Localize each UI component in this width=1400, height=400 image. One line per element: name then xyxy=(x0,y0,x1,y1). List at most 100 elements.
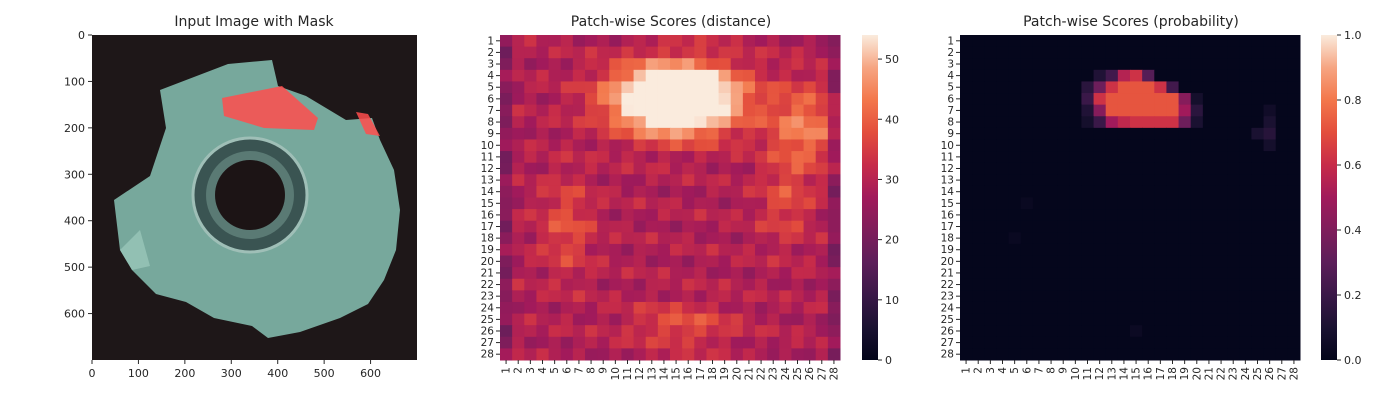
heatmap-cell xyxy=(1287,69,1301,82)
heatmap-cell xyxy=(633,348,647,361)
heatmap-cell xyxy=(560,127,574,140)
heatmap-cell xyxy=(1239,174,1252,187)
x-tick-label: 26 xyxy=(804,367,816,381)
heatmap-cell xyxy=(1190,290,1204,303)
colorbar-tick-label: 0.4 xyxy=(1344,224,1362,237)
heatmap-cell xyxy=(633,58,647,71)
heatmap-cell xyxy=(815,46,829,59)
heatmap-cell xyxy=(972,301,985,315)
heatmap-cell xyxy=(996,174,1010,187)
heatmap-cell xyxy=(827,336,841,349)
heatmap-cell xyxy=(694,255,707,268)
heatmap-cell xyxy=(767,243,780,257)
heatmap-cell xyxy=(1093,162,1107,175)
heatmap-cell xyxy=(791,93,805,106)
heatmap-cell xyxy=(960,290,973,303)
heatmap-cell xyxy=(694,243,707,257)
heatmap-cell xyxy=(972,162,985,175)
heatmap-cell xyxy=(1142,127,1155,140)
heatmap-cell xyxy=(1093,290,1107,303)
heatmap-cell xyxy=(560,162,574,175)
heatmap-cell xyxy=(1239,93,1252,106)
heatmap-cell xyxy=(767,81,780,94)
heatmap-cell xyxy=(767,127,780,140)
heatmap-cell xyxy=(1166,209,1180,222)
heatmap-cell xyxy=(718,336,732,349)
heatmap-cell xyxy=(803,104,817,117)
heatmap-cell xyxy=(1069,151,1082,164)
heatmap-cell xyxy=(1263,267,1277,280)
heatmap-cell xyxy=(1190,104,1204,117)
heatmap-cell xyxy=(694,348,707,361)
heatmap-cell xyxy=(536,290,550,303)
heatmap-cell xyxy=(1202,290,1216,303)
heatmap-cell xyxy=(827,127,841,140)
heatmap-cell xyxy=(730,81,744,94)
heatmap-cell xyxy=(984,255,997,268)
heatmap-cell xyxy=(1251,197,1265,210)
heatmap-cell xyxy=(585,127,598,140)
heatmap-cell xyxy=(996,93,1010,106)
heatmap-cell xyxy=(1202,220,1216,233)
heatmap-cell xyxy=(803,209,817,222)
heatmap-cell xyxy=(645,69,659,82)
heatmap-cell xyxy=(706,46,720,59)
heatmap-cell xyxy=(682,220,695,233)
heatmap-cell xyxy=(803,348,817,361)
distance-colorbar xyxy=(862,35,878,360)
heatmap-cell xyxy=(1202,58,1216,71)
heatmap-cell xyxy=(1287,267,1301,280)
heatmap-cell xyxy=(996,81,1010,94)
x-tick-label: 20 xyxy=(731,367,743,380)
heatmap-cell xyxy=(960,325,973,338)
heatmap-cell xyxy=(500,336,513,349)
heatmap-cell xyxy=(1057,325,1070,338)
heatmap-cell xyxy=(803,151,817,164)
heatmap-cell xyxy=(815,93,829,106)
heatmap-cell xyxy=(682,348,695,361)
heatmap-cell xyxy=(1142,243,1155,257)
heatmap-cell xyxy=(1227,35,1240,48)
heatmap-cell xyxy=(1287,162,1301,175)
heatmap-cell xyxy=(1142,220,1155,233)
heatmap-cell xyxy=(815,232,829,245)
y-tick-label: 16 xyxy=(941,209,955,221)
heatmap-cell xyxy=(803,35,817,48)
heatmap-cell xyxy=(1117,348,1131,361)
heatmap-cell xyxy=(1081,104,1095,117)
heatmap-cell xyxy=(524,93,537,106)
y-tick-label: 2 xyxy=(487,47,494,59)
heatmap-cell xyxy=(767,301,780,315)
heatmap-cell xyxy=(633,278,647,291)
heatmap-cell xyxy=(718,46,732,59)
heatmap-cell xyxy=(1032,93,1046,106)
heatmap-cell xyxy=(657,209,671,222)
heatmap-cell xyxy=(1239,336,1252,349)
heatmap-cell xyxy=(1081,348,1095,361)
heatmap-cell xyxy=(657,35,671,48)
y-tick-label: 16 xyxy=(481,209,495,221)
heatmap-cell xyxy=(1069,174,1082,187)
heatmap-cell xyxy=(791,290,805,303)
y-tick-label: 28 xyxy=(941,349,954,361)
heatmap-cell xyxy=(536,197,550,210)
heatmap-cell xyxy=(1287,81,1301,94)
heatmap-cell xyxy=(1202,301,1216,315)
heatmap-cell xyxy=(815,69,829,82)
heatmap-cell xyxy=(718,278,732,291)
heatmap-cell xyxy=(1166,336,1180,349)
heatmap-cell xyxy=(730,220,744,233)
heatmap-cell xyxy=(1142,185,1155,198)
heatmap-cell xyxy=(1105,81,1119,94)
heatmap-cell xyxy=(1178,313,1192,326)
heatmap-cell xyxy=(815,174,829,187)
heatmap-cell xyxy=(1178,267,1192,280)
heatmap-cell xyxy=(815,81,829,94)
heatmap-cell xyxy=(996,139,1010,152)
x-tick-label: 28 xyxy=(828,367,840,380)
heatmap-cell xyxy=(1287,348,1301,361)
heatmap-cell xyxy=(524,348,537,361)
heatmap-cell xyxy=(512,46,525,59)
x-tick-label: 4 xyxy=(997,367,1009,374)
heatmap-cell xyxy=(597,58,610,71)
